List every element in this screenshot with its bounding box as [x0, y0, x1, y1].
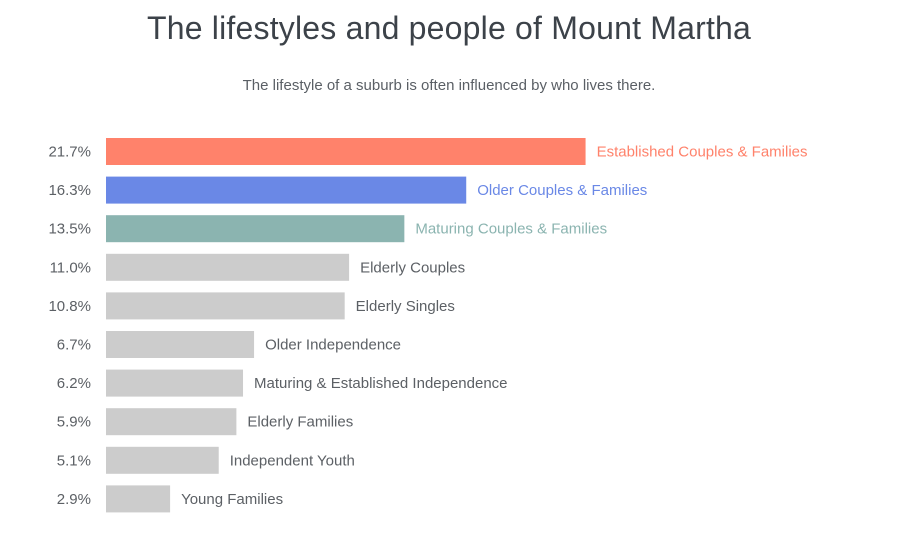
value-label: 5.9% [57, 414, 91, 431]
bar [106, 331, 255, 358]
bar [106, 176, 467, 204]
category-label: Elderly Couples [360, 259, 465, 276]
category-label: Established Couples & Families [597, 144, 808, 161]
chart-subtitle: The lifestyle of a suburb is often influ… [242, 77, 656, 94]
value-label: 10.8% [48, 298, 91, 315]
bar [106, 408, 237, 436]
bar [106, 369, 244, 397]
chart-title: The lifestyles and people of Mount Marth… [146, 10, 752, 46]
value-label: 5.1% [57, 452, 91, 469]
category-label: Elderly Families [247, 414, 353, 431]
value-label: 6.7% [57, 337, 91, 354]
value-label: 21.7% [48, 144, 91, 161]
bar [106, 446, 219, 474]
category-label: Maturing & Established Independence [254, 375, 508, 392]
bar [106, 253, 350, 281]
bar [106, 138, 586, 165]
value-label: 6.2% [57, 375, 91, 392]
value-label: 16.3% [48, 182, 91, 199]
category-label: Older Couples & Families [477, 182, 647, 199]
category-label: Young Families [181, 491, 283, 508]
category-label: Independent Youth [230, 452, 355, 469]
category-label: Elderly Singles [356, 298, 455, 315]
bar [106, 215, 405, 243]
bar [106, 292, 345, 320]
category-label: Older Independence [265, 337, 401, 354]
value-label: 13.5% [48, 221, 91, 238]
category-label: Maturing Couples & Families [415, 221, 607, 238]
bar [106, 485, 171, 513]
value-label: 11.0% [50, 259, 91, 276]
value-label: 2.9% [57, 491, 91, 508]
